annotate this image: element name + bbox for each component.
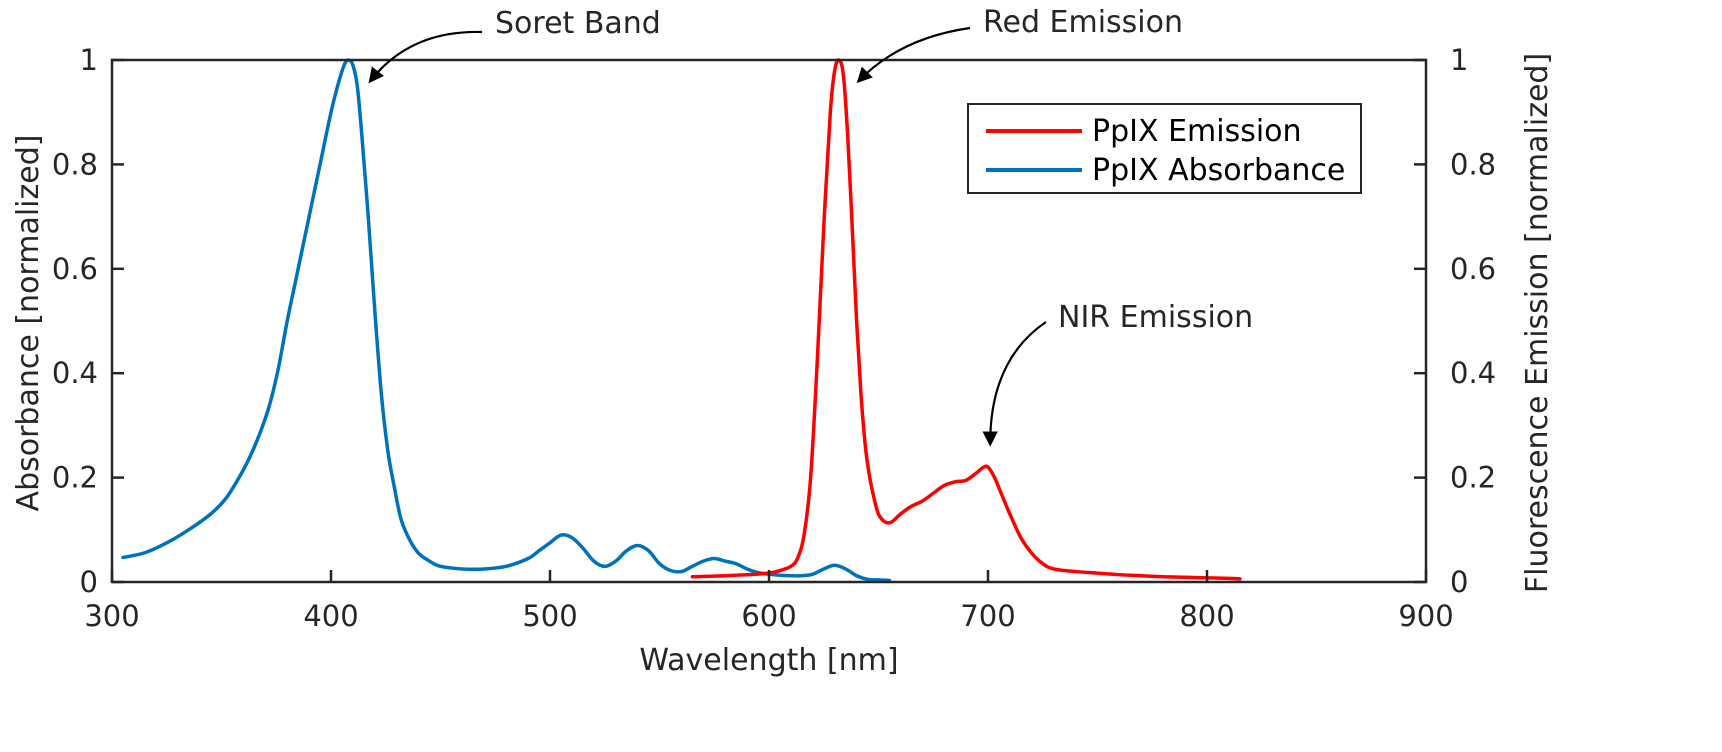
left-y-axis-title: Absorbance [normalized] [11, 135, 46, 512]
x-tick-label: 300 [84, 599, 139, 633]
left-y-tick-label: 0.2 [52, 461, 98, 495]
x-tick-label: 700 [960, 599, 1015, 633]
legend: PpIX Emission PpIX Absorbance [967, 103, 1362, 194]
x-tick-label: 400 [303, 599, 358, 633]
legend-entry-emission: PpIX Emission [1092, 114, 1302, 149]
x-tick-label: 600 [741, 599, 796, 633]
left-y-tick-label: 0.8 [52, 147, 98, 181]
x-axis-title: Wavelength [nm] [639, 643, 898, 678]
series-line-emission [690, 58, 1242, 581]
x-tick-label: 500 [522, 599, 577, 633]
x-tick-label: 800 [1179, 599, 1234, 633]
annotation-soret-band: Soret Band [495, 6, 661, 41]
right-y-axis-title: Fluorescence Emission [normalized] [1520, 53, 1555, 593]
legend-box [967, 103, 1362, 194]
annotation-nir-emission: NIR Emission [1058, 300, 1253, 335]
annotation-arrow [368, 30, 483, 84]
left-y-tick-label: 0 [80, 565, 98, 599]
annotation-arrow [982, 321, 1047, 447]
annotation-red-emission: Red Emission [983, 5, 1183, 40]
right-y-tick-label: 0.8 [1450, 147, 1496, 181]
ticks-layer [110, 58, 1428, 584]
annotations-layer: Soret Band Red Emission NIR Emission [368, 5, 1253, 447]
left-y-tick-label: 0.6 [52, 252, 98, 286]
right-y-tick-label: 0.4 [1450, 356, 1496, 390]
left-y-tick-label: 1 [80, 43, 98, 77]
right-y-tick-label: 0.2 [1450, 461, 1496, 495]
left-y-tick-label: 0.4 [52, 356, 98, 390]
annotation-arrow [856, 26, 971, 84]
right-y-tick-label: 0.6 [1450, 252, 1496, 286]
right-y-tick-label: 1 [1450, 43, 1468, 77]
right-y-tick-label: 0 [1450, 565, 1468, 599]
x-tick-label: 900 [1398, 599, 1453, 633]
series-layer [121, 58, 1242, 583]
legend-entry-absorbance: PpIX Absorbance [1092, 153, 1345, 188]
